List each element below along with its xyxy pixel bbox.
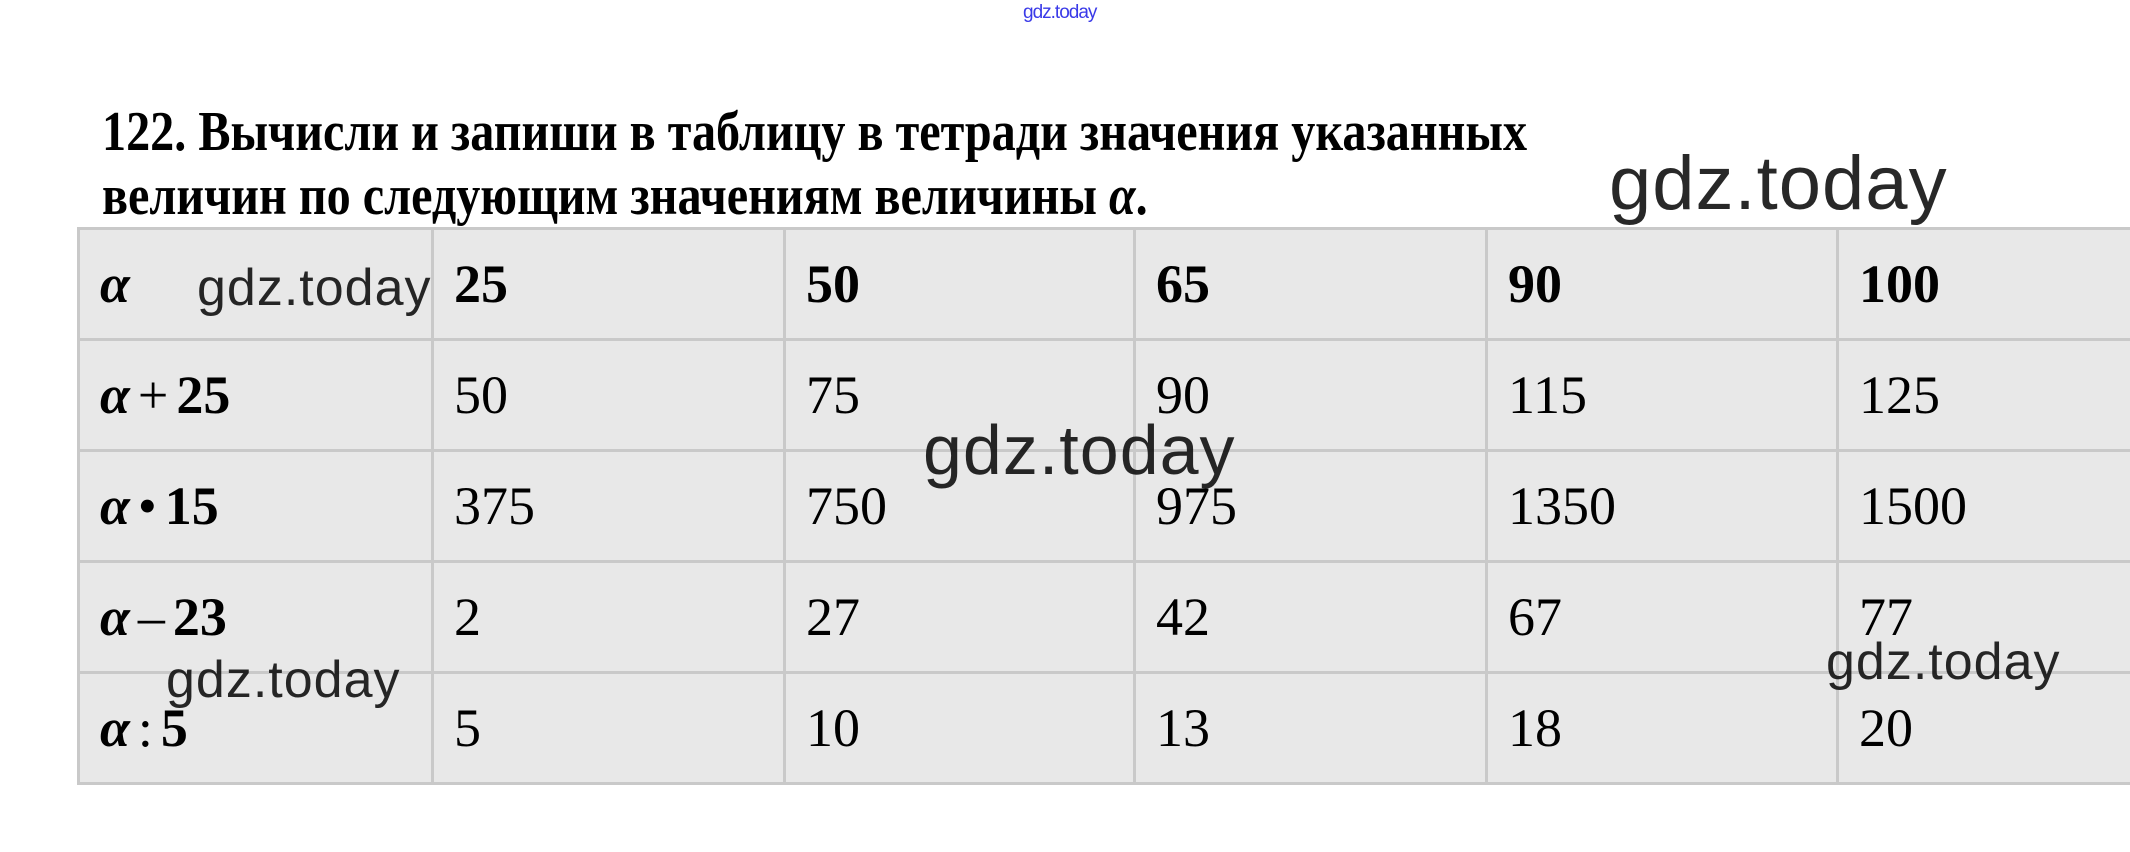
watermark: gdz.today — [197, 259, 432, 317]
title-variable: α — [1108, 165, 1136, 227]
value-cell: 2 — [434, 563, 783, 671]
watermark-top: gdz.today — [1023, 2, 1097, 23]
row-label: α –23 — [100, 586, 227, 648]
title-period: . — [1135, 165, 1148, 227]
row-label-var: α — [100, 587, 130, 647]
row-label-op: : — [137, 698, 153, 758]
row-label-op: + — [137, 365, 169, 425]
row-label-var: α — [100, 254, 130, 314]
header-cell: 90 — [1488, 230, 1836, 338]
title-line-1: 122. Вычисли и запиши в таблицу в тетрад… — [102, 101, 1528, 163]
row-label-num: 5 — [160, 698, 188, 758]
row-label-num: 23 — [172, 587, 227, 647]
row-label-op: • — [137, 476, 157, 536]
watermark: gdz.today — [923, 411, 1236, 489]
row-label: α:5 — [100, 697, 188, 759]
header-cell: 65 — [1136, 230, 1485, 338]
row-label-cell: α • 15 — [80, 452, 431, 560]
value-cell: 5 — [434, 674, 783, 782]
task-title: 122. Вычисли и запиши в таблицу в тетрад… — [102, 100, 1527, 228]
value-cell: 125 — [1839, 341, 2130, 449]
row-label-num: 25 — [176, 365, 231, 425]
row-label-cell: α — [80, 230, 431, 338]
row-label-cell: α +25 — [80, 341, 431, 449]
value-cell: 20 — [1839, 674, 2130, 782]
value-cell: 27 — [786, 563, 1133, 671]
value-cell: 67 — [1488, 563, 1836, 671]
row-label-var: α — [100, 476, 130, 536]
row-label: α — [100, 253, 146, 315]
row-label-cell: α –23 — [80, 563, 431, 671]
title-line-2-text: величин по следующим значениям величины — [102, 165, 1109, 227]
value-cell: 115 — [1488, 341, 1836, 449]
row-label-cell: α:5 — [80, 674, 431, 782]
value-cell: 77 — [1839, 563, 2130, 671]
value-cell: 50 — [434, 341, 783, 449]
value-cell: 10 — [786, 674, 1133, 782]
row-label: α +25 — [100, 364, 230, 426]
header-cell: 50 — [786, 230, 1133, 338]
watermark: gdz.today — [1826, 633, 2061, 691]
value-cell: 42 — [1136, 563, 1485, 671]
row-label-var: α — [100, 365, 130, 425]
header-cell: 100 — [1839, 230, 2130, 338]
value-cell: 375 — [434, 452, 783, 560]
value-cell: 90 — [1136, 341, 1485, 449]
header-cell: 25 — [434, 230, 783, 338]
value-cell: 750 — [786, 452, 1133, 560]
value-cell: 975 — [1136, 452, 1485, 560]
values-table: α 25 50 65 90 100 α +25 50 75 90 115 125 α • 15 375 750 97… — [77, 227, 2130, 785]
value-cell: 18 — [1488, 674, 1836, 782]
value-cell: 75 — [786, 341, 1133, 449]
value-cell: 1350 — [1488, 452, 1836, 560]
row-label-num: 15 — [164, 476, 219, 536]
value-cell: 1500 — [1839, 452, 2130, 560]
watermark: gdz.today — [166, 651, 401, 709]
title-line-2: величин по следующим значениям величины … — [102, 164, 1527, 228]
watermark: gdz.today — [1609, 141, 1948, 226]
row-label-op: – — [137, 587, 165, 647]
value-cell: 13 — [1136, 674, 1485, 782]
row-label: α • 15 — [100, 475, 219, 537]
row-label-var: α — [100, 698, 130, 758]
